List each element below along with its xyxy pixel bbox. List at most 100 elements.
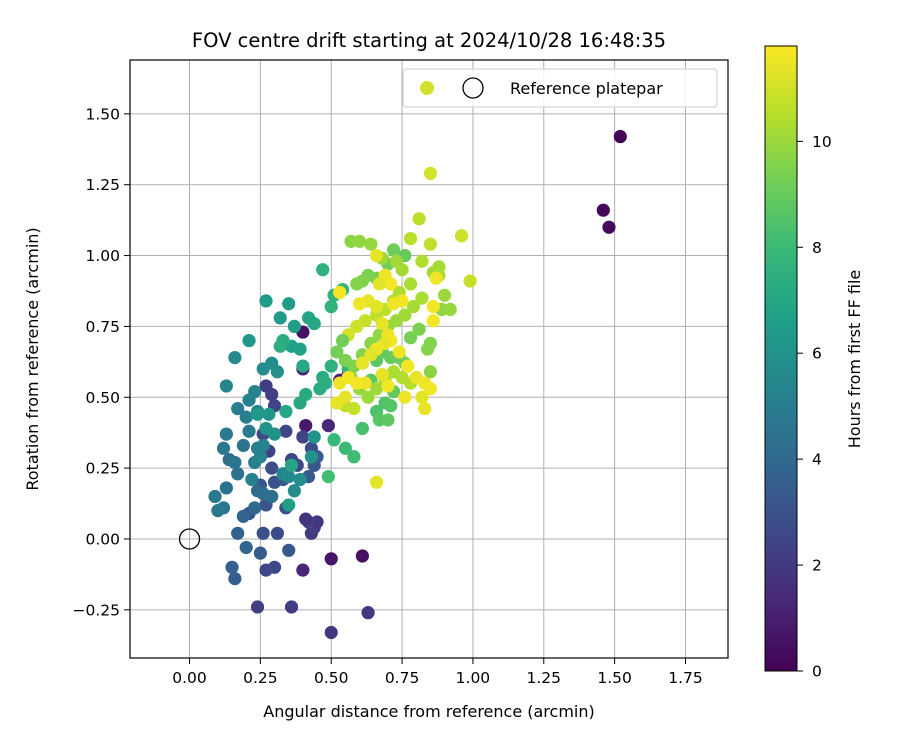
scatter-point [219, 379, 233, 393]
scatter-point [239, 410, 253, 424]
scatter-point [613, 129, 627, 144]
x-tick-label: 0.50 [314, 669, 349, 687]
scatter-point [316, 263, 330, 277]
scatter-point [347, 401, 361, 416]
scatter-point [219, 481, 233, 495]
colorbar-tick-label: 6 [812, 345, 822, 363]
scatter-point [403, 277, 418, 291]
scatter-point [293, 342, 307, 356]
scatter-point [350, 319, 364, 334]
scatter-point [293, 472, 307, 487]
scatter-point [324, 625, 338, 640]
scatter-point [287, 484, 301, 498]
scatter-point [265, 489, 279, 504]
y-axis-label: Rotation from reference (arcmin) [23, 227, 42, 490]
scatter-point [437, 288, 452, 302]
x-tick-label: 1.50 [597, 669, 632, 687]
scatter-point [403, 231, 418, 246]
scatter-point [282, 498, 296, 512]
y-tick-label: 0.00 [85, 530, 120, 548]
y-tick-label: 0.50 [85, 389, 120, 407]
scatter-point [364, 237, 378, 251]
scatter-point [273, 339, 287, 353]
scatter-point [443, 302, 457, 317]
x-tick-label: 0.00 [172, 669, 207, 687]
scatter-point [296, 563, 310, 577]
scatter-point [412, 212, 426, 226]
scatter-point [228, 572, 242, 586]
scatter-point [279, 404, 293, 419]
scatter-point [412, 322, 426, 336]
scatter-point [296, 359, 310, 373]
scatter-point [307, 430, 321, 444]
scatter-point [282, 543, 296, 557]
scatter-point [299, 387, 313, 402]
scatter-point [423, 166, 438, 180]
scatter-point [208, 489, 222, 504]
scatter-point [418, 401, 432, 416]
scatter-point [415, 254, 429, 268]
scatter-point [219, 427, 233, 441]
legend: Reference platepar [402, 68, 718, 108]
scatter-point [253, 546, 267, 560]
data-points [208, 129, 627, 640]
scatter-point [369, 299, 384, 314]
scatter-point [256, 526, 270, 540]
scatter-point [330, 396, 344, 410]
scatter-point [386, 243, 401, 257]
scatter-point [369, 248, 384, 263]
y-tick-label: 1.00 [85, 247, 120, 265]
reference-point [178, 528, 201, 550]
scatter-point [355, 356, 369, 370]
scatter-point [270, 526, 284, 540]
x-axis-label: Angular distance from reference (arcmin) [263, 702, 594, 721]
scatter-point [381, 413, 395, 427]
scatter-point [395, 263, 409, 277]
scatter-point [361, 390, 375, 404]
scatter-point [250, 600, 265, 614]
scatter-point [265, 387, 279, 402]
scatter-point [256, 438, 270, 453]
scatter-point [248, 384, 262, 399]
colorbar-label: Hours from first FF file [845, 270, 864, 449]
scatter-point [321, 470, 335, 484]
scatter-point [398, 390, 412, 404]
scatter-point [284, 600, 299, 614]
scatter-point [236, 509, 250, 523]
legend-reference-marker [462, 77, 484, 99]
scatter-point [361, 606, 375, 620]
scatter-point [423, 237, 438, 251]
scatter-point [415, 390, 429, 404]
x-tick-label: 1.00 [456, 669, 491, 687]
scatter-point [211, 504, 225, 518]
scatter-point [299, 512, 313, 526]
scatter-point [273, 311, 287, 325]
scatter-point [225, 560, 239, 574]
scatter-point [415, 291, 429, 305]
scatter-point [602, 220, 616, 234]
scatter-point [426, 299, 440, 314]
scatter-point [231, 401, 245, 416]
scatter-point [352, 234, 367, 248]
scatter-point [296, 430, 310, 444]
y-tick-label: 0.75 [85, 318, 120, 336]
scatter-point [381, 379, 395, 393]
scatter-point [279, 424, 293, 438]
scatter-point [265, 461, 279, 475]
scatter-point [267, 560, 282, 574]
scatter-point [324, 359, 338, 373]
colorbar-ticks: 0 2 4 6 8 10 [797, 133, 832, 681]
scatter-point [335, 333, 350, 348]
scatter-point [338, 441, 352, 455]
scatter-point [384, 277, 398, 291]
scatter-point [398, 308, 412, 322]
scatter-point [248, 501, 262, 515]
scatter-point [231, 467, 245, 481]
scatter-point [384, 399, 398, 413]
scatter-point [369, 475, 384, 489]
scatter-point [262, 407, 276, 421]
scatter-point [426, 314, 440, 328]
x-axis-ticks: 0.00 0.25 0.50 0.75 1.00 1.25 1.50 1.75 [172, 658, 703, 687]
colorbar-tick-label: 8 [812, 239, 822, 257]
scatter-point [420, 342, 435, 356]
